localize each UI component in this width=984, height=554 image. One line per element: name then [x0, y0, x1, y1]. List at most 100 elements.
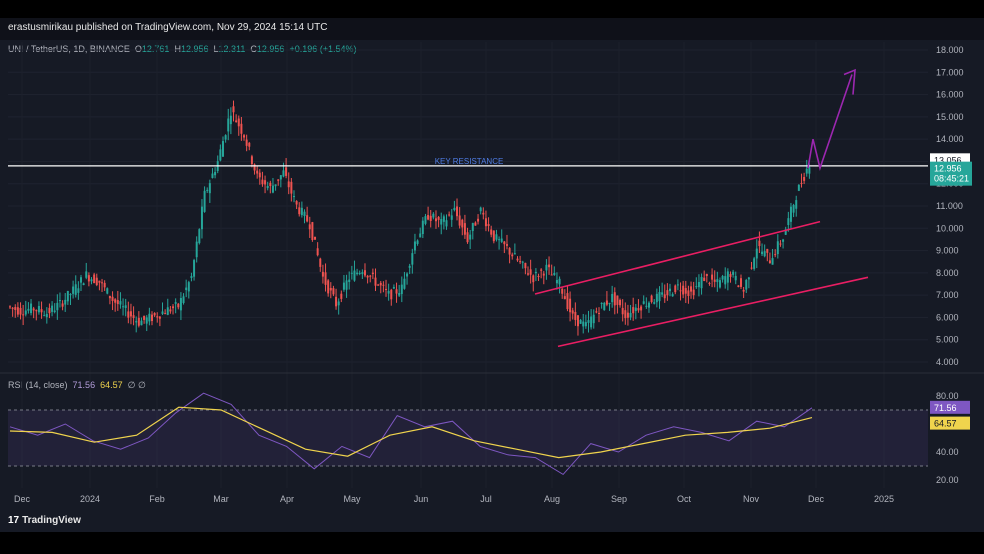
candle-body	[427, 214, 430, 220]
candle-body	[106, 288, 109, 294]
candle-body	[516, 258, 519, 261]
candle-body	[650, 295, 653, 302]
candle-body	[695, 286, 698, 288]
candle-body	[469, 234, 472, 240]
candle-body	[434, 218, 437, 222]
time-tick-label: Apr	[280, 494, 294, 504]
candle-body	[753, 258, 756, 269]
candle-body	[300, 207, 303, 216]
candle-body	[737, 285, 740, 287]
candle-body	[653, 302, 656, 304]
candle-body	[369, 275, 372, 277]
rsi-legend-value: 71.56	[72, 380, 96, 390]
candle-body	[103, 282, 106, 288]
price-tick-label: 18.000	[936, 45, 964, 55]
candle-body	[271, 185, 274, 193]
rsi-axis: 80.00 40.00 20.00	[936, 391, 959, 485]
candle-body	[513, 253, 516, 255]
candle-body	[90, 279, 93, 282]
candle-body	[74, 284, 77, 295]
candle-body	[563, 296, 566, 300]
candle-body	[221, 141, 224, 157]
rsi-legend[interactable]: RSI (14, close) 71.56 64.57 ∅ ∅	[8, 380, 146, 391]
candle-body	[161, 311, 164, 314]
candle-body	[779, 243, 782, 245]
channel-upper-line	[534, 220, 821, 295]
candle-body	[11, 307, 14, 309]
symbol-name: UNI / TetherUS, 1D, BINANCE	[8, 44, 130, 54]
low-value: 12.311	[218, 44, 246, 54]
candle-body	[432, 213, 435, 218]
candle-body	[569, 298, 572, 313]
candle-body	[661, 292, 664, 295]
candle-body	[463, 223, 466, 235]
time-tick-label: Jul	[480, 494, 492, 504]
candle-body	[382, 284, 385, 286]
candle-body	[114, 299, 117, 303]
candle-body	[69, 294, 72, 296]
last-price-label: 12.956	[934, 164, 962, 174]
candle-body	[290, 181, 293, 194]
candle-body	[669, 288, 672, 292]
price-tick-label: 5.000	[936, 335, 959, 345]
symbol-legend[interactable]: UNI / TetherUS, 1D, BINANCE O12.761 H12.…	[8, 44, 357, 54]
candle-body	[356, 272, 359, 275]
candle-body	[787, 218, 790, 226]
candle-body	[148, 313, 151, 322]
candle-body	[37, 306, 40, 313]
candle-body	[498, 239, 501, 241]
time-tick-label: 2025	[874, 494, 894, 504]
candle-body	[353, 270, 356, 281]
candle-body	[755, 248, 758, 259]
candle-body	[166, 307, 169, 315]
candle-body	[35, 310, 38, 312]
candle-body	[663, 294, 666, 299]
candle-body	[190, 276, 193, 278]
footer-brand: 17 TradingView	[8, 515, 81, 526]
candle-body	[258, 172, 261, 178]
tradingview-logo-icon: 17	[8, 515, 20, 526]
price-axis: 18.00017.00016.00015.00014.00013.00012.0…	[936, 45, 964, 367]
candle-body	[711, 274, 714, 280]
time-tick-label: Aug	[544, 494, 560, 504]
candle-body	[642, 301, 645, 304]
candle-body	[400, 284, 403, 295]
candle-body	[87, 275, 90, 282]
candle-body	[792, 205, 795, 213]
candle-body	[206, 189, 209, 191]
candle-body	[279, 175, 282, 180]
candle-body	[16, 307, 19, 315]
rsi-ma-value-label: 64.57	[934, 419, 957, 429]
candle-body	[666, 290, 669, 296]
candle-body	[345, 280, 348, 290]
resistance-price-label: 13.056	[934, 155, 962, 165]
candle-body	[303, 211, 306, 217]
candle-body	[229, 115, 232, 125]
candle-body	[111, 296, 114, 301]
candle-body	[500, 238, 503, 242]
candle-body	[119, 301, 122, 305]
candle-body	[808, 167, 811, 174]
candle-body	[697, 281, 700, 288]
candle-body	[311, 222, 314, 241]
candle-body	[61, 303, 64, 307]
candle-body	[348, 279, 351, 282]
candle-body	[371, 272, 374, 275]
candle-body	[56, 302, 59, 311]
candle-body	[442, 216, 445, 222]
candle-body	[137, 317, 140, 326]
candle-body	[9, 306, 11, 308]
candle-body	[395, 289, 398, 294]
candle-body	[555, 280, 558, 284]
time-tick-label: Jun	[414, 494, 429, 504]
candle-body	[553, 272, 556, 276]
candle-body	[387, 290, 390, 294]
candle-body	[245, 139, 248, 146]
candle-body	[584, 322, 587, 327]
candle-body	[411, 253, 414, 265]
candle-body	[729, 274, 732, 277]
high-label: H	[174, 44, 181, 54]
time-tick-label: Feb	[149, 494, 165, 504]
candle-body	[424, 216, 427, 224]
